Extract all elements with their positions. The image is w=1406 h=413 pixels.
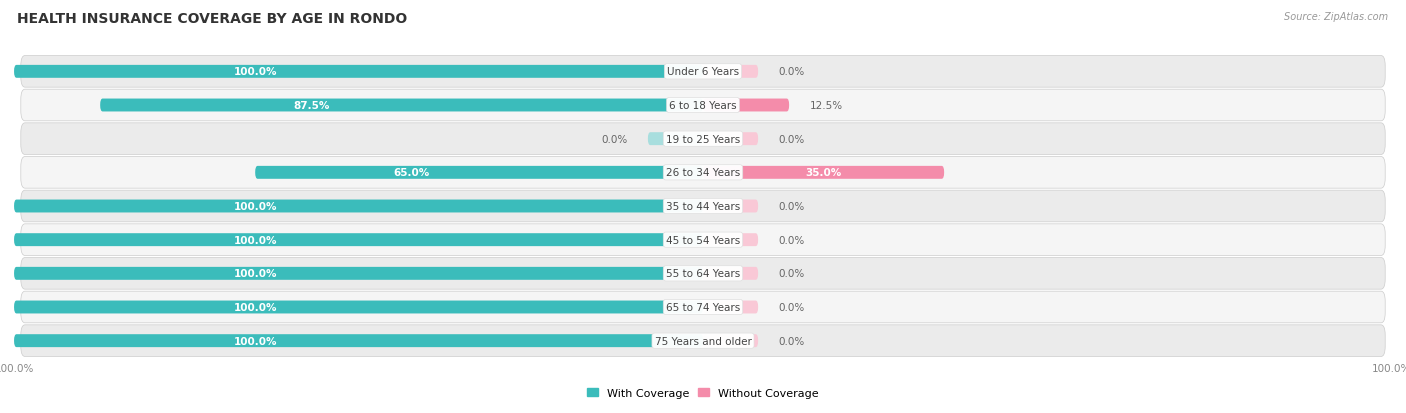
Text: 0.0%: 0.0%: [779, 202, 806, 211]
FancyBboxPatch shape: [703, 99, 789, 112]
FancyBboxPatch shape: [703, 66, 758, 78]
Text: 0.0%: 0.0%: [779, 302, 806, 312]
Text: 6 to 18 Years: 6 to 18 Years: [669, 101, 737, 111]
Text: 100.0%: 100.0%: [233, 235, 277, 245]
Text: 12.5%: 12.5%: [810, 101, 844, 111]
Text: 35 to 44 Years: 35 to 44 Years: [666, 202, 740, 211]
Text: 100.0%: 100.0%: [233, 67, 277, 77]
Text: 45 to 54 Years: 45 to 54 Years: [666, 235, 740, 245]
FancyBboxPatch shape: [14, 200, 703, 213]
FancyBboxPatch shape: [21, 157, 1385, 189]
FancyBboxPatch shape: [14, 234, 703, 247]
FancyBboxPatch shape: [703, 200, 758, 213]
Text: 100.0%: 100.0%: [233, 269, 277, 279]
FancyBboxPatch shape: [14, 301, 703, 314]
Text: 75 Years and older: 75 Years and older: [655, 336, 751, 346]
FancyBboxPatch shape: [703, 166, 945, 179]
Text: Under 6 Years: Under 6 Years: [666, 67, 740, 77]
FancyBboxPatch shape: [21, 123, 1385, 155]
Text: HEALTH INSURANCE COVERAGE BY AGE IN RONDO: HEALTH INSURANCE COVERAGE BY AGE IN ROND…: [17, 12, 408, 26]
Text: 35.0%: 35.0%: [806, 168, 842, 178]
Text: 0.0%: 0.0%: [779, 336, 806, 346]
Text: 100.0%: 100.0%: [233, 202, 277, 211]
Text: 0.0%: 0.0%: [779, 134, 806, 144]
FancyBboxPatch shape: [21, 57, 1385, 88]
FancyBboxPatch shape: [21, 90, 1385, 121]
FancyBboxPatch shape: [256, 166, 703, 179]
FancyBboxPatch shape: [703, 234, 758, 247]
Legend: With Coverage, Without Coverage: With Coverage, Without Coverage: [582, 384, 824, 403]
Text: 65.0%: 65.0%: [394, 168, 430, 178]
FancyBboxPatch shape: [21, 292, 1385, 323]
FancyBboxPatch shape: [14, 267, 703, 280]
FancyBboxPatch shape: [703, 301, 758, 314]
Text: 0.0%: 0.0%: [779, 67, 806, 77]
Text: 19 to 25 Years: 19 to 25 Years: [666, 134, 740, 144]
Text: 0.0%: 0.0%: [779, 269, 806, 279]
Text: 0.0%: 0.0%: [600, 134, 627, 144]
Text: 55 to 64 Years: 55 to 64 Years: [666, 269, 740, 279]
FancyBboxPatch shape: [21, 224, 1385, 256]
FancyBboxPatch shape: [14, 335, 703, 347]
Text: 65 to 74 Years: 65 to 74 Years: [666, 302, 740, 312]
Text: 87.5%: 87.5%: [292, 101, 329, 111]
Text: 26 to 34 Years: 26 to 34 Years: [666, 168, 740, 178]
FancyBboxPatch shape: [21, 191, 1385, 222]
Text: 100.0%: 100.0%: [233, 336, 277, 346]
FancyBboxPatch shape: [21, 258, 1385, 290]
FancyBboxPatch shape: [100, 99, 703, 112]
Text: 0.0%: 0.0%: [779, 235, 806, 245]
FancyBboxPatch shape: [703, 335, 758, 347]
Text: Source: ZipAtlas.com: Source: ZipAtlas.com: [1284, 12, 1388, 22]
FancyBboxPatch shape: [648, 133, 703, 146]
FancyBboxPatch shape: [703, 267, 758, 280]
Text: 100.0%: 100.0%: [233, 302, 277, 312]
FancyBboxPatch shape: [21, 325, 1385, 356]
FancyBboxPatch shape: [703, 133, 758, 146]
FancyBboxPatch shape: [14, 66, 703, 78]
